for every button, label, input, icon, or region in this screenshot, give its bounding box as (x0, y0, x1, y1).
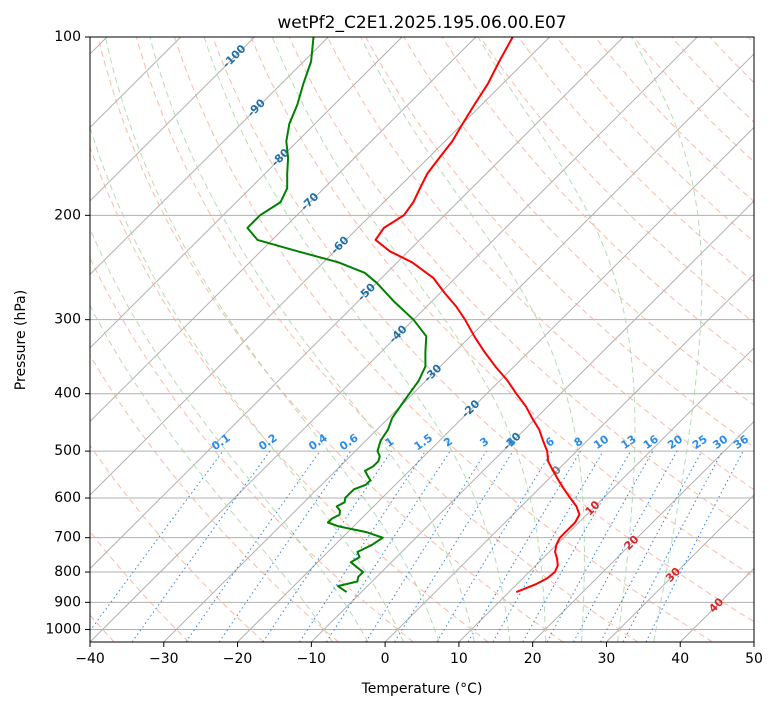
x-tick-label: 10 (450, 651, 468, 667)
y-tick-label: 200 (54, 207, 81, 223)
moist-adiabat-line (271, 37, 547, 642)
dry-adiabat-line (288, 37, 754, 534)
dry-adiabat-line (90, 256, 414, 642)
isotherm-line (90, 37, 698, 642)
mixing-ratio-line (325, 450, 451, 642)
isotherm-line (90, 37, 477, 423)
mixing-ratio-line (90, 450, 224, 632)
plot-background (90, 37, 754, 642)
dry-adiabat-line (365, 37, 754, 448)
mixing-ratio-line (131, 450, 271, 642)
dry-adiabat-line (250, 37, 754, 578)
isotherm-line (237, 126, 754, 642)
dry-adiabat-line (594, 37, 754, 203)
dry-adiabat-line (327, 37, 754, 491)
y-tick-label: 700 (54, 530, 81, 546)
isotherm-line (532, 420, 754, 642)
mixing-ratio-line (436, 450, 553, 642)
x-tick-label: 20 (524, 651, 542, 667)
y-tick-label: 400 (54, 386, 81, 402)
dry-adiabat-line (212, 37, 754, 623)
moist-adiabat-line (149, 37, 475, 642)
dry-adiabat-line (518, 37, 754, 283)
mixing-ratio-line (522, 450, 632, 642)
x-tick-label: 30 (598, 651, 616, 667)
dry-adiabat-line (135, 37, 639, 642)
x-tick-label: −10 (297, 651, 327, 667)
plot-area (90, 37, 754, 642)
y-tick-label: 300 (54, 312, 81, 328)
moist-adiabat-line (203, 37, 511, 642)
dewpoint-profile-line (246, 37, 428, 593)
isotherm-line (90, 37, 550, 496)
plot-frame (89, 36, 755, 643)
y-tick-label: 900 (54, 594, 81, 610)
plot-border (89, 36, 755, 643)
isotherm-line (90, 37, 624, 570)
isotherm-line (606, 494, 754, 642)
x-tick-label: −20 (223, 651, 253, 667)
dry-adiabat-line (90, 444, 265, 642)
x-tick-label: 50 (745, 651, 763, 667)
x-tick-label: −40 (75, 651, 105, 667)
moist-adiabat-line (477, 37, 636, 642)
y-tick-label: 500 (54, 443, 81, 459)
mixing-ratio-line (467, 450, 582, 642)
chart-axes: −40 −30 −20 −10 0 10 20 30 40 50 100 200 300 400 500 60… (45, 29, 763, 667)
x-tick-label: −30 (149, 651, 179, 667)
isotherm-line (310, 200, 754, 642)
isotherm-line (90, 37, 255, 202)
mixing-ratio-line (365, 450, 487, 642)
dry-adiabat-line (174, 37, 713, 642)
isotherm-line (753, 641, 754, 642)
mixing-ratio-line (185, 450, 321, 642)
x-axis-label: Temperature (°C) (361, 681, 483, 697)
chart-series (246, 37, 581, 594)
moist-adiabat-line (90, 125, 405, 642)
y-tick-label: 1000 (45, 621, 81, 637)
mixing-ratio-line (573, 450, 678, 642)
moist-adiabat-line (631, 37, 703, 642)
isotherm-line (90, 37, 329, 276)
moist-adiabat-line (90, 304, 333, 642)
mixing-ratio-line (394, 450, 514, 642)
y-tick-label: 600 (54, 490, 81, 506)
y-axis-label: Pressure (hPa) (13, 290, 29, 390)
mixing-ratio-line (299, 450, 426, 642)
x-tick-label: 40 (671, 651, 689, 667)
chart-title: wetPf2_C2E1.2025.195.06.00.E07 (277, 13, 566, 33)
mixing-ratio-line (546, 450, 654, 642)
isotherm-line (384, 273, 754, 642)
mixing-ratio-line (492, 450, 604, 642)
y-tick-label: 800 (54, 564, 81, 580)
isotherm-line (458, 347, 754, 642)
moist-adiabat-line (90, 227, 369, 642)
isotherm-line (163, 53, 754, 642)
temperature-profile-line (374, 37, 581, 594)
y-tick-label: 100 (54, 29, 81, 45)
x-tick-label: 0 (381, 651, 390, 667)
dry-adiabat-line (633, 37, 754, 163)
chart-grid (90, 37, 754, 642)
dry-adiabat-line (403, 37, 754, 406)
dry-adiabat-line (479, 37, 754, 324)
dry-adiabat-line (97, 37, 564, 642)
